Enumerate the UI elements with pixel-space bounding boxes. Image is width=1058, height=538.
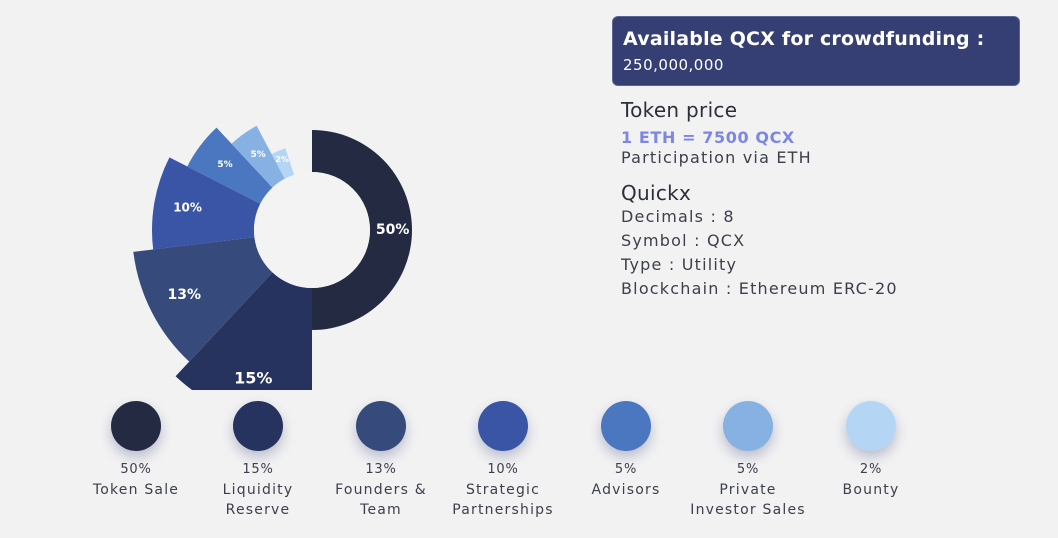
chart-legend: 50% Token Sale 15% Liquidity Reserve 13% Found… (0, 400, 1058, 538)
legend-label: Investor Sales (690, 502, 806, 518)
legend-item: 2% Bounty (806, 400, 936, 500)
legend-item: 5% Private Investor Sales (683, 400, 813, 520)
banner-value: 250,000,000 (623, 56, 724, 74)
token-decimals: Decimals : 8 (621, 207, 735, 226)
slice-strategic-partnerships (152, 157, 261, 250)
slice-private-investor-sales (231, 125, 285, 188)
legend-value: 10% (487, 462, 519, 477)
legend-swatch (111, 401, 161, 451)
slice-value-label: 10% (173, 201, 202, 215)
legend-value: 13% (365, 462, 397, 477)
slice-advisors (187, 127, 273, 204)
legend-value: 5% (614, 462, 638, 477)
slice-value-label: 50% (376, 222, 410, 238)
legend-value: 2% (859, 462, 883, 477)
legend-value: 50% (120, 462, 152, 477)
token-blockchain: Blockchain : Ethereum ERC-20 (621, 279, 898, 298)
allocation-rose-chart: 50% 15% 13% 10% 5% 5% 2% (133, 125, 412, 390)
legend-swatch (846, 401, 896, 451)
legend-item: 5% Advisors (561, 400, 691, 500)
token-heading: Quickx (621, 181, 692, 205)
slice-token-sale (312, 130, 412, 330)
legend-label: Partnerships (452, 502, 554, 518)
banner-title: Available QCX for crowdfunding : (623, 28, 985, 50)
legend-label: Liquidity (222, 482, 294, 498)
token-info-panel: Available QCX for crowdfunding : 250,000… (612, 16, 1022, 301)
legend-label: Token Sale (92, 482, 180, 498)
slice-value-label: 13% (167, 287, 201, 303)
legend-label: Reserve (225, 502, 291, 518)
donut-hole (254, 172, 370, 288)
legend-value: 15% (242, 462, 274, 477)
token-price-note: Participation via ETH (621, 148, 812, 167)
slice-liquidity-reserve (175, 272, 312, 390)
crowdfunding-banner: Available QCX for crowdfunding : 250,000… (612, 16, 1020, 86)
token-price-rate: 1 ETH = 7500 QCX (621, 128, 795, 147)
slice-value-label: 15% (234, 369, 272, 388)
legend-swatch (356, 401, 406, 451)
legend-item: 50% Token Sale (71, 400, 201, 500)
legend-swatch (478, 401, 528, 451)
legend-item: 15% Liquidity Reserve (193, 400, 323, 520)
slice-value-label: 5% (217, 160, 232, 170)
legend-swatch (723, 401, 773, 451)
legend-swatch (233, 401, 283, 451)
legend-item: 13% Founders & Team (316, 400, 446, 520)
legend-label: Team (360, 502, 402, 518)
legend-item: 10% Strategic Partnerships (438, 400, 568, 520)
legend-label: Private (719, 482, 777, 498)
legend-label: Bounty (842, 482, 900, 498)
legend-value: 5% (736, 462, 760, 477)
legend-swatch (601, 401, 651, 451)
token-price-heading: Token price (621, 98, 738, 122)
token-type: Type : Utility (621, 255, 738, 274)
slice-value-label: 5% (250, 150, 265, 160)
legend-label: Advisors (591, 482, 661, 498)
slice-bounty (271, 148, 295, 179)
token-symbol: Symbol : QCX (621, 231, 746, 250)
slice-value-label: 2% (275, 155, 289, 164)
legend-label: Founders & (335, 482, 427, 498)
legend-label: Strategic (465, 482, 541, 498)
slice-founders-team (133, 237, 273, 362)
